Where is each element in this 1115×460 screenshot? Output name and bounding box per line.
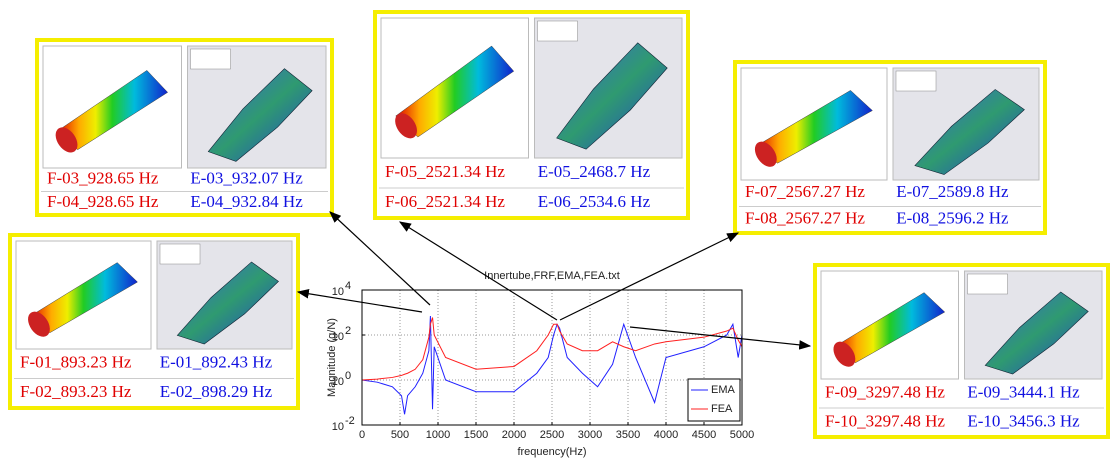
mode-panel: F-07_2567.27 Hz E-07_2589.8 Hz F-08_2567.2… bbox=[735, 62, 1045, 233]
mode-panel: F-03_928.65 Hz E-03_932.07 Hz F-04_928.65 … bbox=[37, 40, 332, 215]
fea-frequency: F-07_2567.27 Hz bbox=[745, 182, 865, 201]
x-tick-label: 1000 bbox=[426, 429, 450, 441]
ema-info bbox=[538, 21, 578, 41]
mode-panel: F-09_3297.48 Hz E-09_3444.1 Hz F-10_3297.4… bbox=[815, 265, 1108, 437]
x-tick-label: 1500 bbox=[464, 429, 488, 441]
ema-frequency: E-01_892.43 Hz bbox=[160, 353, 273, 372]
mode-panel: F-01_893.23 Hz E-01_892.43 Hz F-02_893.23 … bbox=[10, 235, 298, 408]
ema-frequency: E-10_3456.3 Hz bbox=[967, 411, 1080, 430]
ema-frequency: E-03_932.07 Hz bbox=[190, 169, 303, 188]
ema-info bbox=[968, 274, 1008, 294]
x-tick-label: 3500 bbox=[616, 429, 640, 441]
x-tick-label: 0 bbox=[359, 429, 365, 441]
x-tick-label: 2000 bbox=[502, 429, 526, 441]
ema-frequency: E-02_898.29 Hz bbox=[160, 382, 273, 401]
y-tick-label: 10 bbox=[332, 331, 344, 343]
x-tick-label: 5000 bbox=[730, 429, 754, 441]
legend-label: EMA bbox=[711, 384, 736, 396]
ema-info bbox=[191, 49, 231, 69]
fea-frequency: F-10_3297.48 Hz bbox=[825, 411, 945, 430]
y-tick-power: 0 bbox=[345, 370, 351, 382]
x-axis-label: frequency(Hz) bbox=[517, 446, 586, 458]
ema-frequency: E-04_932.84 Hz bbox=[190, 192, 303, 211]
y-tick-label: 10 bbox=[332, 421, 344, 433]
fea-frequency: F-08_2567.27 Hz bbox=[745, 209, 865, 228]
fea-frequency: F-05_2521.34 Hz bbox=[385, 162, 505, 181]
ema-frequency: E-06_2534.6 Hz bbox=[538, 192, 651, 211]
fea-frequency: F-04_928.65 Hz bbox=[47, 192, 159, 211]
ema-info bbox=[160, 244, 200, 264]
ema-info bbox=[896, 71, 936, 91]
y-tick-power: 2 bbox=[345, 325, 351, 337]
y-tick-label: 10 bbox=[332, 376, 344, 388]
ema-frequency: E-08_2596.2 Hz bbox=[896, 209, 1009, 228]
legend-label: FEA bbox=[711, 403, 733, 415]
ema-frequency: E-09_3444.1 Hz bbox=[967, 382, 1080, 401]
fea-frequency: F-01_893.23 Hz bbox=[20, 353, 132, 372]
figure: F-03_928.65 Hz E-03_932.07 Hz F-04_928.65 … bbox=[0, 0, 1115, 460]
x-tick-label: 2500 bbox=[540, 429, 564, 441]
fea-frequency: F-02_893.23 Hz bbox=[20, 382, 132, 401]
fea-frequency: F-03_928.65 Hz bbox=[47, 169, 159, 188]
y-tick-power: 4 bbox=[345, 280, 351, 292]
ema-frequency: E-05_2468.7 Hz bbox=[538, 162, 651, 181]
y-tick-label: 10 bbox=[332, 286, 344, 298]
y-tick-power: -2 bbox=[345, 415, 355, 427]
fea-frequency: F-06_2521.34 Hz bbox=[385, 192, 505, 211]
mode-panel: F-05_2521.34 Hz E-05_2468.7 Hz F-06_2521.3… bbox=[375, 12, 688, 218]
ema-frequency: E-07_2589.8 Hz bbox=[896, 182, 1009, 201]
fea-frequency: F-09_3297.48 Hz bbox=[825, 382, 945, 401]
x-tick-label: 3000 bbox=[578, 429, 602, 441]
x-tick-label: 4500 bbox=[692, 429, 716, 441]
x-tick-label: 4000 bbox=[654, 429, 678, 441]
x-tick-label: 500 bbox=[391, 429, 409, 441]
chart-title: Innertube,FRF,EMA,FEA.txt bbox=[484, 270, 620, 282]
page: {"chart_data": {"type": "line", "title":… bbox=[0, 0, 1115, 460]
